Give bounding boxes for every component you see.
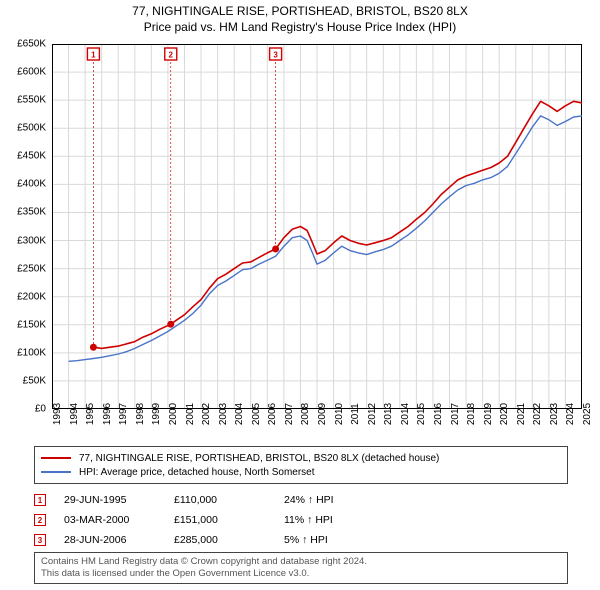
x-tick-label: 2013 [383, 403, 394, 425]
transaction-date: 29-JUN-1995 [64, 494, 174, 506]
x-tick-label: 1994 [69, 403, 80, 425]
y-tick-label: £100K [17, 347, 46, 358]
transaction-price: £285,000 [174, 534, 284, 546]
y-tick-label: £200K [17, 291, 46, 302]
transaction-row: 1 29-JUN-1995£110,00024% ↑ HPI [34, 490, 568, 510]
y-tick-label: £250K [17, 263, 46, 274]
transaction-date: 28-JUN-2006 [64, 534, 174, 546]
x-tick-label: 2024 [565, 403, 576, 425]
transaction-price: £151,000 [174, 514, 284, 526]
title-line2: Price paid vs. HM Land Registry's House … [0, 20, 600, 34]
x-tick-label: 1997 [118, 403, 129, 425]
x-tick-label: 2004 [234, 403, 245, 425]
x-axis: 1993199419951996199719981999200020012002… [52, 412, 582, 440]
x-tick-label: 1998 [135, 403, 146, 425]
title-block: 77, NIGHTINGALE RISE, PORTISHEAD, BRISTO… [0, 0, 600, 34]
x-tick-label: 2019 [483, 403, 494, 425]
legend: 77, NIGHTINGALE RISE, PORTISHEAD, BRISTO… [34, 446, 568, 484]
x-tick-label: 2005 [251, 403, 262, 425]
x-tick-label: 2021 [516, 403, 527, 425]
svg-text:1: 1 [91, 51, 96, 60]
x-tick-label: 2020 [499, 403, 510, 425]
svg-text:2: 2 [169, 51, 174, 60]
transaction-table: 1 29-JUN-1995£110,00024% ↑ HPI 2 03-MAR-200… [34, 490, 568, 550]
x-tick-label: 1999 [151, 403, 162, 425]
footer-attribution: Contains HM Land Registry data © Crown c… [34, 552, 568, 584]
x-tick-label: 2014 [400, 403, 411, 425]
y-tick-label: £50K [23, 375, 46, 386]
plot-svg: 1 2 3 [52, 44, 582, 409]
footer-line2: This data is licensed under the Open Gov… [41, 568, 561, 580]
x-tick-label: 2025 [582, 403, 593, 425]
y-tick-label: £400K [17, 179, 46, 190]
y-tick-label: £300K [17, 235, 46, 246]
legend-swatch [41, 471, 71, 473]
transaction-row: 3 28-JUN-2006£285,0005% ↑ HPI [34, 530, 568, 550]
x-tick-label: 1996 [102, 403, 113, 425]
y-tick-label: £350K [17, 207, 46, 218]
x-tick-label: 2016 [433, 403, 444, 425]
x-tick-label: 2023 [549, 403, 560, 425]
x-tick-label: 2022 [532, 403, 543, 425]
x-tick-label: 2003 [218, 403, 229, 425]
transaction-marker: 2 [34, 514, 46, 526]
x-tick-label: 2010 [334, 403, 345, 425]
y-tick-label: £550K [17, 95, 46, 106]
x-tick-label: 1993 [52, 403, 63, 425]
transaction-delta: 24% ↑ HPI [284, 494, 404, 506]
transaction-marker: 1 [34, 494, 46, 506]
footer-line1: Contains HM Land Registry data © Crown c… [41, 556, 561, 568]
x-tick-label: 2000 [168, 403, 179, 425]
transaction-date: 03-MAR-2000 [64, 514, 174, 526]
x-tick-label: 2015 [416, 403, 427, 425]
x-tick-label: 2007 [284, 403, 295, 425]
svg-text:3: 3 [273, 51, 278, 60]
transaction-delta: 11% ↑ HPI [284, 514, 404, 526]
x-tick-label: 1995 [85, 403, 96, 425]
y-tick-label: £500K [17, 123, 46, 134]
x-tick-label: 2018 [466, 403, 477, 425]
transaction-row: 2 03-MAR-2000£151,00011% ↑ HPI [34, 510, 568, 530]
x-tick-label: 2011 [350, 403, 361, 425]
legend-label: HPI: Average price, detached house, Nort… [79, 467, 315, 478]
x-tick-label: 2008 [300, 403, 311, 425]
transaction-price: £110,000 [174, 494, 284, 506]
x-tick-label: 2001 [185, 403, 196, 425]
y-tick-label: £650K [17, 39, 46, 50]
legend-item: HPI: Average price, detached house, Nort… [41, 465, 561, 479]
transaction-delta: 5% ↑ HPI [284, 534, 404, 546]
title-line1: 77, NIGHTINGALE RISE, PORTISHEAD, BRISTO… [0, 4, 600, 18]
y-tick-label: £600K [17, 67, 46, 78]
legend-swatch [41, 457, 71, 459]
y-tick-label: £0 [35, 404, 46, 415]
x-tick-label: 2002 [201, 403, 212, 425]
y-tick-label: £150K [17, 319, 46, 330]
y-axis: £0£50K£100K£150K£200K£250K£300K£350K£400… [0, 44, 50, 409]
x-tick-label: 2012 [367, 403, 378, 425]
legend-label: 77, NIGHTINGALE RISE, PORTISHEAD, BRISTO… [79, 453, 439, 464]
y-tick-label: £450K [17, 151, 46, 162]
x-tick-label: 2009 [317, 403, 328, 425]
plot-area: 1 2 3 [52, 44, 582, 409]
x-tick-label: 2017 [450, 403, 461, 425]
x-tick-label: 2006 [267, 403, 278, 425]
legend-item: 77, NIGHTINGALE RISE, PORTISHEAD, BRISTO… [41, 451, 561, 465]
chart-container: 77, NIGHTINGALE RISE, PORTISHEAD, BRISTO… [0, 0, 600, 590]
transaction-marker: 3 [34, 534, 46, 546]
